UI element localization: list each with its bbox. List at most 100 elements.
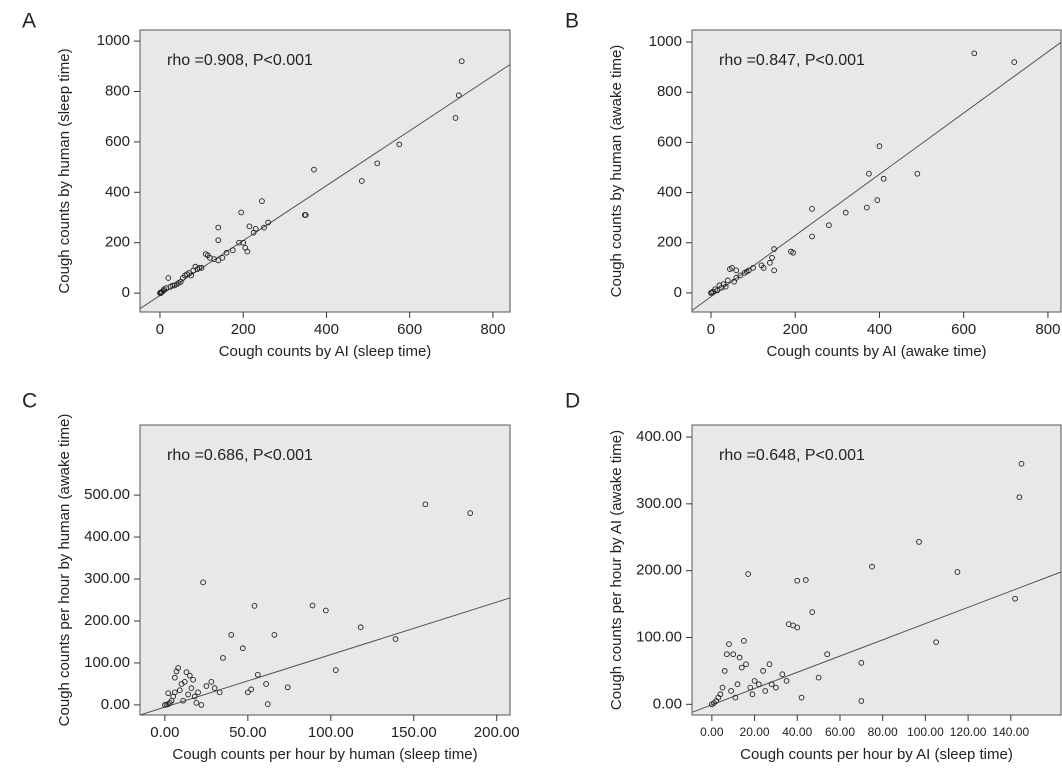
y-tick-label: 100.00 <box>636 628 682 645</box>
point <box>176 687 183 694</box>
x-tick-label: 50.00 <box>229 724 267 741</box>
point <box>788 248 794 255</box>
point <box>866 170 872 177</box>
point <box>171 674 178 681</box>
x-tick-label: 600 <box>951 321 976 338</box>
point <box>741 637 747 644</box>
point <box>358 178 365 184</box>
point <box>203 683 210 689</box>
point <box>223 249 230 256</box>
plot-area <box>139 29 511 313</box>
point <box>738 664 745 671</box>
point <box>771 246 777 252</box>
x-tick-label: 0 <box>156 321 164 338</box>
point <box>755 681 762 688</box>
point <box>236 239 242 246</box>
point <box>766 661 773 668</box>
x-tick-label: 200 <box>783 321 808 338</box>
point <box>357 624 364 631</box>
point <box>737 272 744 279</box>
point <box>771 267 777 274</box>
point <box>165 690 172 697</box>
annotation: rho =0.686, P<0.001 <box>167 447 313 464</box>
x-tick-label: 0.00 <box>150 724 179 741</box>
point <box>186 672 193 679</box>
point <box>167 699 173 706</box>
point <box>198 702 205 708</box>
point <box>284 684 291 691</box>
panel-label: D <box>565 390 580 413</box>
point <box>208 678 215 685</box>
point <box>332 667 339 673</box>
point <box>751 678 758 684</box>
panel-label: A <box>22 10 36 33</box>
x-tick-label: 600 <box>397 321 422 338</box>
y-tick-label: 200 <box>657 234 682 251</box>
point <box>259 198 265 204</box>
point <box>185 691 191 698</box>
point <box>178 681 185 687</box>
x-axis-title: Cough counts per hour by human (sleep ti… <box>172 746 477 763</box>
point <box>173 668 180 675</box>
y-tick-label: 1000 <box>649 33 682 50</box>
y-tick-label: 600 <box>105 133 130 150</box>
point <box>749 691 756 698</box>
point <box>815 674 822 681</box>
x-tick-label: 120.00 <box>950 725 987 739</box>
y-tick-label: 600 <box>657 133 682 150</box>
point <box>880 175 887 182</box>
point <box>1011 59 1018 65</box>
point <box>160 287 167 294</box>
x-tick-label: 40.00 <box>782 725 812 739</box>
y-tick-label: 400 <box>657 184 682 201</box>
point <box>200 579 206 586</box>
y-tick-label: 300.00 <box>84 570 130 587</box>
point <box>228 631 235 638</box>
point <box>768 681 775 688</box>
point <box>244 689 251 696</box>
point <box>309 602 316 609</box>
plot-area <box>139 424 511 716</box>
point <box>195 689 201 696</box>
x-tick-label: 0 <box>707 321 715 338</box>
point <box>743 661 749 668</box>
point <box>1016 494 1023 501</box>
point <box>750 264 756 271</box>
point <box>732 694 739 701</box>
x-tick-label: 20.00 <box>740 725 770 739</box>
y-axis-title: Cough counts per hour by human (awake ti… <box>56 414 73 727</box>
point <box>779 671 786 678</box>
point <box>422 501 429 508</box>
point <box>858 698 865 704</box>
point <box>322 607 329 614</box>
y-axis-title: Cough counts by human (awake time) <box>608 45 625 298</box>
point <box>240 645 246 652</box>
point <box>798 694 805 701</box>
x-tick-label: 0.00 <box>700 725 724 739</box>
point <box>709 701 715 708</box>
y-tick-label: 1000 <box>97 32 130 49</box>
point <box>809 609 816 615</box>
point <box>809 206 815 212</box>
y-tick-label: 400 <box>105 183 130 200</box>
trend-line <box>691 571 1062 713</box>
point <box>769 254 775 261</box>
plot-area <box>691 424 1062 716</box>
point <box>251 603 258 609</box>
point <box>229 247 236 254</box>
x-tick-label: 100.00 <box>907 725 944 739</box>
x-axis-title: Cough counts by AI (awake time) <box>766 343 986 360</box>
point <box>467 510 474 516</box>
point <box>211 256 217 262</box>
point <box>824 651 831 658</box>
y-axis-title: Cough counts per hour by AI (awake time) <box>608 430 625 710</box>
x-tick-label: 100.00 <box>308 724 354 741</box>
y-tick-label: 0 <box>674 284 682 301</box>
point <box>773 684 779 691</box>
x-tick-label: 400 <box>314 321 339 338</box>
y-tick-label: 500.00 <box>84 486 130 503</box>
point <box>452 115 459 121</box>
point <box>869 563 875 570</box>
point <box>240 239 247 246</box>
point <box>1018 460 1025 467</box>
